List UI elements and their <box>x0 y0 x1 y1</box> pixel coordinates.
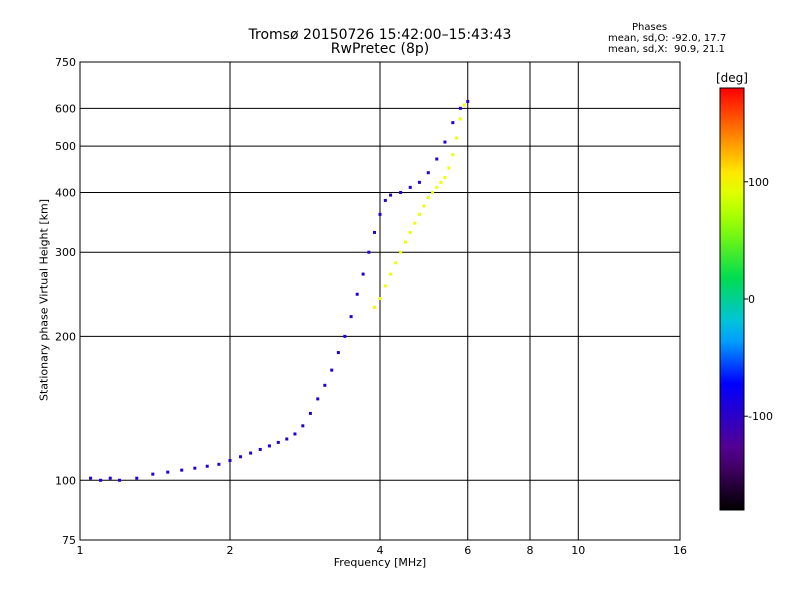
y-tick-label: 300 <box>55 246 76 259</box>
data-point <box>193 466 197 470</box>
data-point <box>228 458 232 462</box>
data-point <box>435 185 439 189</box>
chart-subtitle: RwPretec (8p) <box>330 41 430 57</box>
data-point <box>285 437 289 441</box>
data-point <box>383 284 387 288</box>
data-point <box>408 185 412 189</box>
x-tick-label: 6 <box>464 544 471 557</box>
x-tick-label: 10 <box>571 544 585 557</box>
data-point <box>455 136 459 140</box>
data-point <box>462 103 466 107</box>
data-point <box>451 121 455 125</box>
data-point <box>435 157 439 161</box>
data-point <box>417 212 421 216</box>
x-tick-label: 1 <box>77 544 84 557</box>
data-point <box>336 351 340 355</box>
y-axis-label: Stationary phase Virtual Height [km] <box>37 198 51 402</box>
data-point <box>383 198 387 202</box>
x-tick-label: 4 <box>377 544 384 557</box>
data-point <box>458 106 462 110</box>
data-point <box>417 180 421 184</box>
data-point <box>249 451 253 455</box>
data-point <box>301 424 305 428</box>
data-point <box>466 100 470 104</box>
data-point <box>349 315 353 319</box>
y-tick-label: 400 <box>55 186 76 199</box>
data-point <box>443 140 447 144</box>
data-point <box>316 397 320 401</box>
y-tick-label: 500 <box>55 140 76 153</box>
data-point <box>403 240 407 244</box>
data-point <box>389 272 393 276</box>
stats-o-mode: mean, sd,O: -92.0, 17.7 <box>608 33 727 44</box>
y-tick-label: 75 <box>62 534 76 547</box>
data-point <box>293 432 297 436</box>
data-point <box>276 440 280 444</box>
colorbar <box>719 87 745 511</box>
data-point <box>378 212 382 216</box>
data-point <box>458 117 462 121</box>
stats-title: Phases <box>632 22 668 33</box>
data-point <box>394 261 398 265</box>
data-point <box>117 478 121 482</box>
data-point <box>439 180 443 184</box>
data-point <box>373 305 377 309</box>
data-point <box>378 297 382 301</box>
chart-title: Tromsø 20150726 15:42:00–15:43:43 <box>248 27 512 43</box>
data-point <box>135 476 139 480</box>
data-point <box>99 478 103 482</box>
data-point <box>431 190 435 194</box>
data-point <box>151 472 155 476</box>
data-point <box>399 190 403 194</box>
data-point <box>108 476 112 480</box>
data-point <box>426 196 430 200</box>
data-point <box>408 230 412 234</box>
colorbar-tick-label: 0 <box>748 293 755 306</box>
data-point <box>89 476 93 480</box>
data-point <box>426 171 430 175</box>
data-point <box>258 447 262 451</box>
data-point <box>443 175 447 179</box>
data-point <box>451 153 455 157</box>
x-tick-label: 2 <box>227 544 234 557</box>
data-point <box>308 411 312 415</box>
data-point <box>267 444 271 448</box>
x-tick-label: 16 <box>673 544 687 557</box>
data-point <box>399 250 403 254</box>
data-point <box>180 468 184 472</box>
data-point <box>447 166 451 170</box>
data-point <box>343 334 347 338</box>
data-point <box>166 470 170 474</box>
plot-frame <box>79 61 681 541</box>
y-tick-label: 100 <box>55 474 76 487</box>
data-point <box>389 193 393 197</box>
colorbar-label: [deg] <box>716 71 748 85</box>
colorbar-tick-label: 100 <box>748 176 769 189</box>
colorbar-tick-label: -100 <box>748 410 773 423</box>
x-axis-label: Frequency [MHz] <box>333 556 427 569</box>
stats-x-mode: mean, sd,X: 90.9, 21.1 <box>608 44 725 55</box>
data-point <box>330 368 334 372</box>
x-tick-label: 8 <box>527 544 534 557</box>
y-tick-label: 200 <box>55 330 76 343</box>
data-point <box>413 221 417 225</box>
data-point <box>367 250 371 254</box>
data-point <box>217 462 221 466</box>
data-point <box>373 230 377 234</box>
data-point <box>355 292 359 296</box>
data-point <box>205 464 209 468</box>
data-point <box>323 383 327 387</box>
y-tick-label: 600 <box>55 102 76 115</box>
data-point <box>422 204 426 208</box>
y-tick-label: 750 <box>55 56 76 69</box>
data-point <box>361 272 365 276</box>
data-point <box>239 455 243 459</box>
